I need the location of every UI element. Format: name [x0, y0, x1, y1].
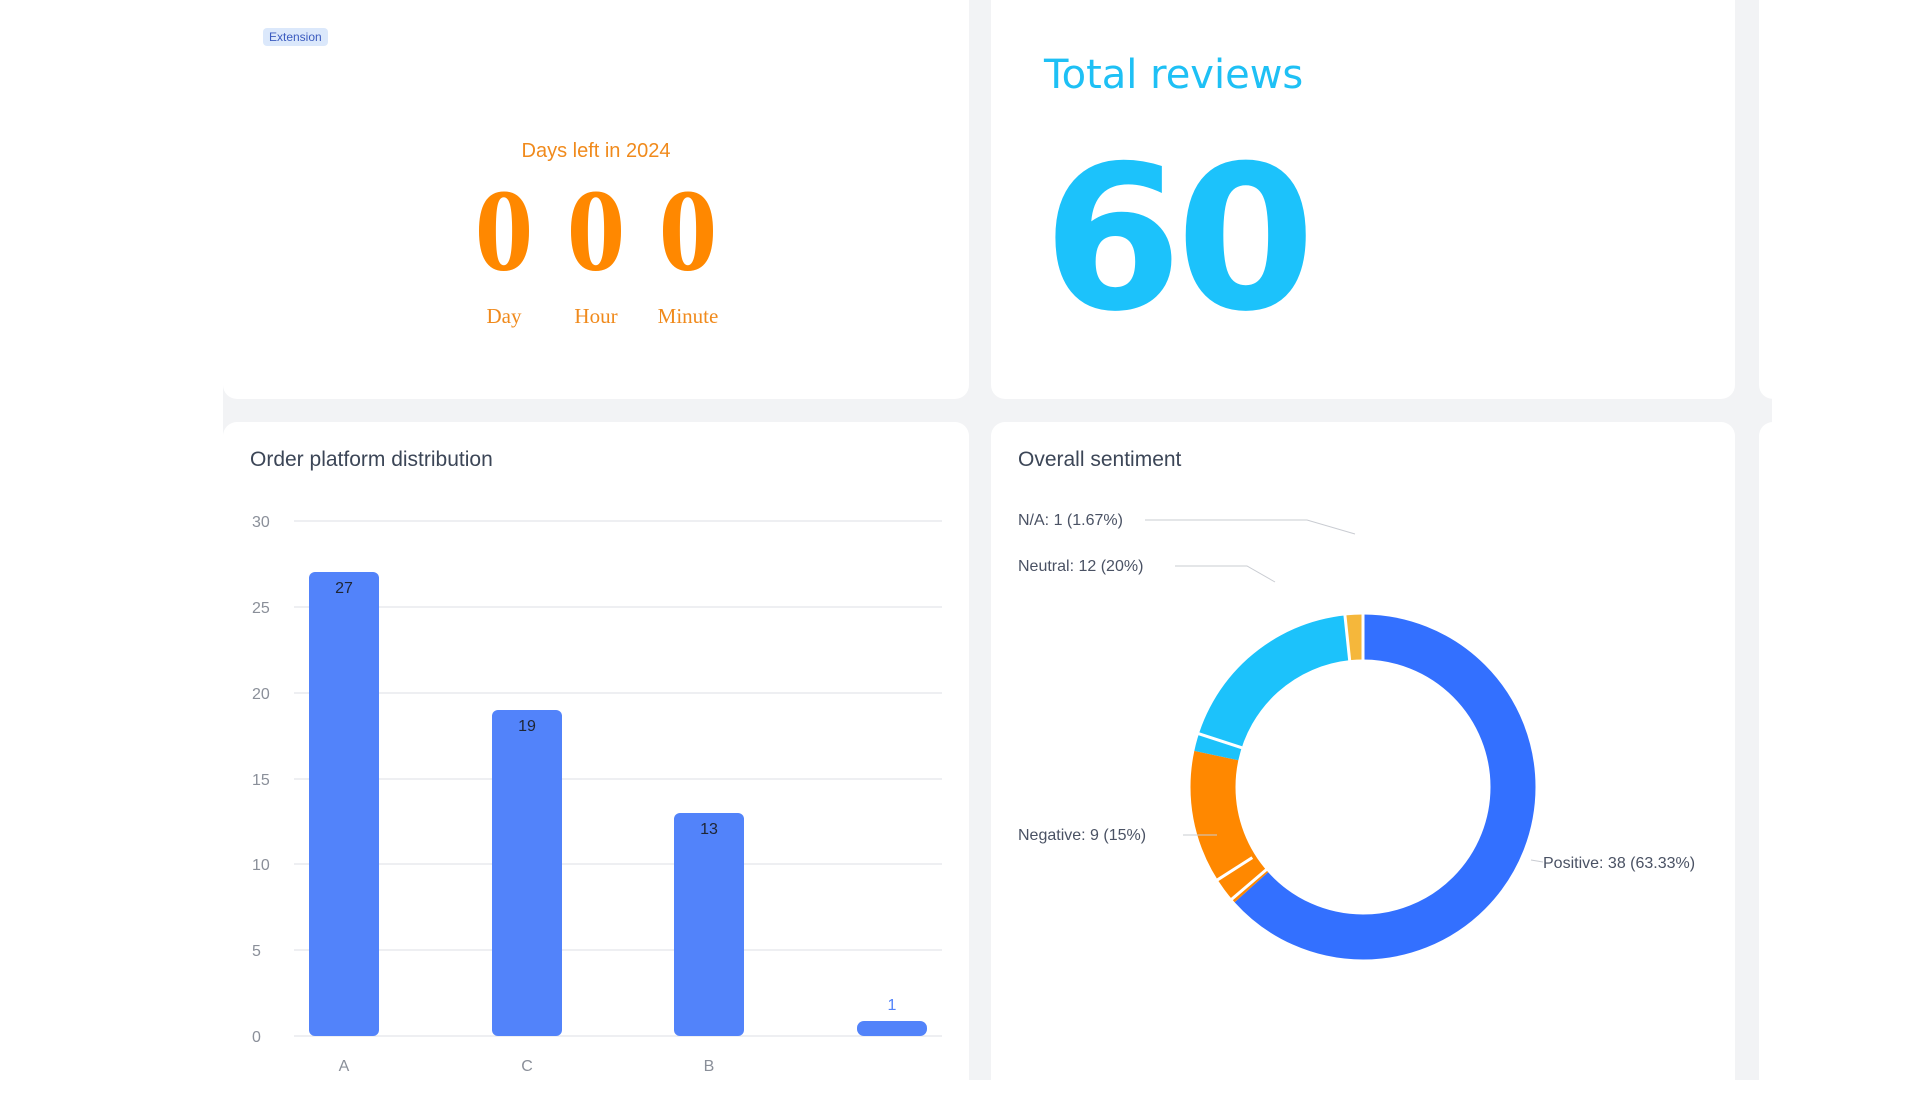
- extension-tag[interactable]: Extension: [263, 28, 328, 46]
- countdown-hour: 0 Hour: [564, 168, 628, 329]
- minute-value: 0: [658, 165, 718, 296]
- bar-b[interactable]: [674, 813, 744, 1036]
- y-tick: 30: [252, 514, 270, 531]
- partial-card-top-right: [1759, 0, 1799, 399]
- partial-card-bottom-right: [1759, 422, 1799, 1102]
- countdown-title: Days left in 2024: [521, 140, 671, 162]
- countdown-digits: 0 Day 0 Hour 0 Minute: [223, 168, 969, 329]
- bar-value-labels: 27 19 13 1: [335, 580, 896, 1014]
- leader-lines: [1145, 519, 1544, 863]
- x-label: C: [521, 1058, 533, 1075]
- order-platform-card: Order platform distribution 30 25 20 15 …: [223, 422, 969, 1102]
- minute-label: Minute: [657, 304, 719, 328]
- segment-negative[interactable]: [1190, 614, 1536, 960]
- x-label: B: [704, 1058, 715, 1075]
- donut-chart: N/A: 1 (1.67%) Neutral: 12 (20%) Negativ…: [1018, 512, 1695, 960]
- hour-label: Hour: [574, 304, 618, 328]
- label-neutral: Neutral: 12 (20%): [1018, 558, 1143, 575]
- bar-a[interactable]: [309, 572, 379, 1036]
- label-na: N/A: 1 (1.67%): [1018, 512, 1123, 529]
- gridlines: [294, 520, 942, 1037]
- y-tick: 0: [252, 1029, 261, 1046]
- bar-value: 27: [335, 580, 353, 597]
- day-value: 0: [474, 165, 534, 296]
- y-tick: 10: [252, 857, 270, 874]
- total-reviews-value: 60: [1043, 123, 1315, 356]
- donut-chart-title: Overall sentiment: [1018, 448, 1182, 471]
- bar-value: 13: [700, 821, 718, 838]
- overall-sentiment-card: Overall sentiment: [991, 422, 1735, 1102]
- countdown-card: Extension Days left in 2024 0 Day 0 Hour…: [223, 0, 969, 399]
- segment-separators: [1197, 613, 1365, 902]
- x-label: A: [339, 1058, 350, 1075]
- bars: [309, 572, 927, 1036]
- y-axis-ticks: 30 25 20 15 10 5 0: [252, 514, 270, 1046]
- label-positive: Positive: 38 (63.33%): [1543, 855, 1695, 872]
- bar-chart-title: Order platform distribution: [250, 448, 493, 471]
- total-reviews-title: Total reviews: [1044, 52, 1304, 98]
- bar-chart: 30 25 20 15 10 5 0 27 19 13 1 A C B: [252, 514, 942, 1075]
- hour-value: 0: [566, 165, 626, 296]
- bar-value: 19: [518, 718, 536, 735]
- y-tick: 5: [252, 943, 261, 960]
- day-label: Day: [486, 304, 522, 328]
- countdown-day: 0 Day: [472, 168, 536, 329]
- donut-labels: N/A: 1 (1.67%) Neutral: 12 (20%) Negativ…: [1018, 512, 1695, 872]
- y-tick: 25: [252, 600, 270, 617]
- x-axis-labels: A C B: [339, 1058, 715, 1075]
- y-tick: 20: [252, 686, 270, 703]
- y-tick: 15: [252, 772, 270, 789]
- total-reviews-card: Total reviews 60: [991, 0, 1735, 399]
- bar-4[interactable]: [857, 1021, 927, 1036]
- label-negative: Negative: 9 (15%): [1018, 827, 1146, 844]
- countdown-minute: 0 Minute: [656, 168, 720, 329]
- bar-c[interactable]: [492, 710, 562, 1036]
- bar-value: 1: [888, 997, 897, 1014]
